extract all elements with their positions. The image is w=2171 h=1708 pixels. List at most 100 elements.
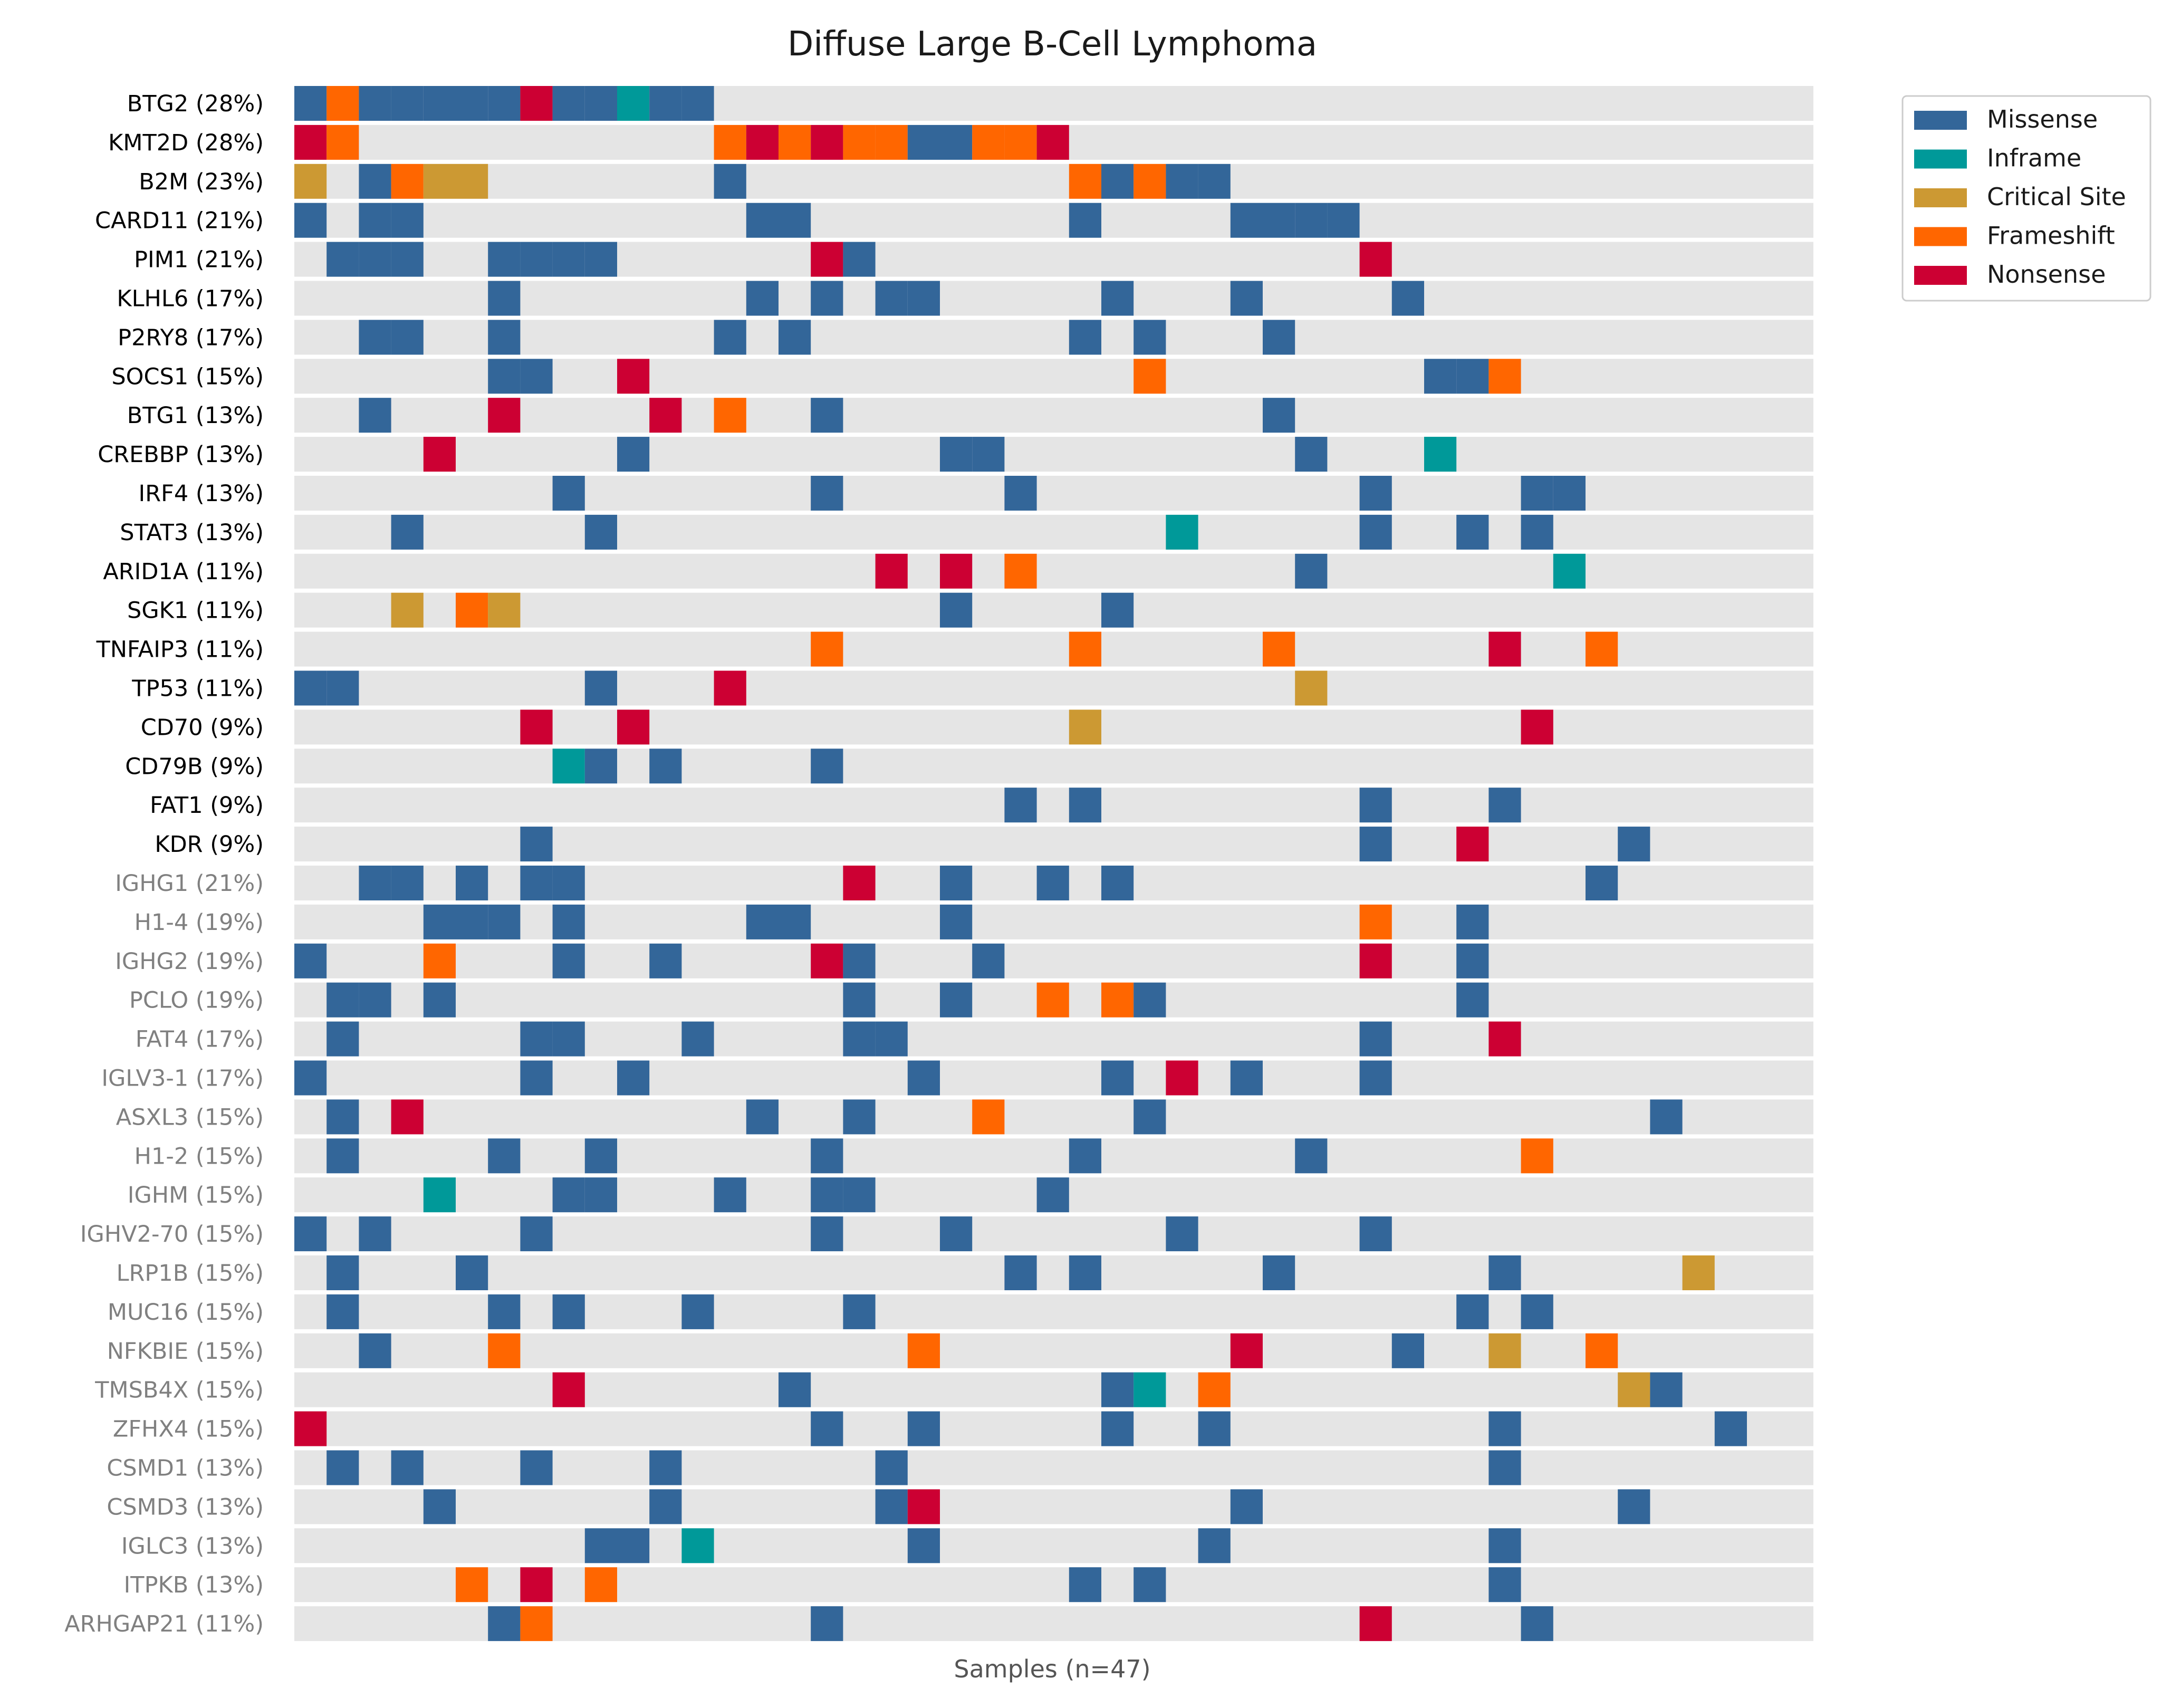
gene-label: CD79B (9%) — [125, 753, 264, 780]
legend-swatch — [1914, 111, 1967, 130]
mutation-cell-frameshift — [520, 1606, 553, 1642]
mutation-cell-missense — [391, 320, 424, 355]
row-background — [294, 1255, 1813, 1290]
mutation-cell-nonsense — [1488, 1021, 1521, 1057]
oncoprint-row — [294, 553, 1813, 589]
mutation-cell-missense — [779, 320, 811, 355]
mutation-cell-missense — [584, 242, 617, 277]
oncoprint-row — [294, 203, 1813, 238]
mutation-cell-missense — [552, 866, 585, 900]
mutation-cell-missense — [1101, 1060, 1134, 1096]
row-background — [294, 164, 1813, 199]
legend-swatch — [1914, 227, 1967, 246]
mutation-cell-frameshift — [972, 124, 1005, 160]
oncoprint-row — [294, 359, 1813, 394]
mutation-cell-missense — [1004, 476, 1037, 511]
mutation-cell-missense — [359, 866, 391, 900]
mutation-cell-missense — [1714, 1411, 1747, 1446]
mutation-cell-missense — [1586, 866, 1618, 900]
mutation-cell-missense — [972, 437, 1005, 472]
gene-label: TNFAIP3 (11%) — [96, 637, 264, 663]
legend-swatch — [1914, 149, 1967, 169]
mutation-cell-inframe — [1424, 437, 1457, 472]
mutation-cell-missense — [456, 86, 488, 121]
mutation-cell-missense — [649, 1489, 682, 1524]
mutation-cell-missense — [1488, 788, 1521, 823]
mutation-cell-frameshift — [1101, 982, 1134, 1018]
gene-label: KLHL6 (17%) — [117, 286, 264, 312]
mutation-cell-missense — [1521, 476, 1553, 511]
mutation-cell-missense — [488, 359, 521, 394]
mutation-cell-missense — [714, 164, 746, 199]
mutation-cell-missense — [779, 203, 811, 238]
oncoprint-rows — [294, 86, 1813, 1642]
mutation-cell-missense — [294, 943, 327, 978]
mutation-cell-missense — [1456, 359, 1489, 394]
mutation-cell-critical-site — [423, 164, 456, 199]
mutation-cell-missense — [1133, 1099, 1166, 1135]
gene-label: IGHM (15%) — [128, 1182, 264, 1208]
mutation-cell-missense — [456, 904, 488, 939]
mutation-cell-missense — [1295, 437, 1328, 472]
legend-swatch — [1914, 266, 1967, 285]
mutation-cell-missense — [1359, 1060, 1392, 1096]
mutation-cell-frameshift — [1586, 1333, 1618, 1368]
oncoprint-row — [294, 827, 1813, 862]
mutation-cell-missense — [940, 904, 973, 939]
mutation-cell-critical-site — [1295, 670, 1328, 706]
mutation-cell-missense — [520, 242, 553, 277]
mutation-cell-missense — [811, 281, 843, 316]
mutation-cell-missense — [1521, 1606, 1553, 1642]
mutation-cell-missense — [488, 1138, 521, 1174]
mutation-cell-critical-site — [1682, 1255, 1715, 1290]
mutation-cell-missense — [456, 1255, 488, 1290]
mutation-cell-inframe — [681, 1528, 714, 1563]
mutation-cell-missense — [520, 866, 553, 900]
gene-label: CD70 (9%) — [141, 714, 264, 741]
oncoprint-row — [294, 476, 1813, 511]
mutation-cell-missense — [746, 203, 779, 238]
mutation-cell-missense — [391, 86, 424, 121]
mutation-cell-missense — [649, 86, 682, 121]
mutation-cell-missense — [875, 1021, 908, 1057]
oncoprint-row — [294, 1528, 1813, 1563]
mutation-cell-missense — [940, 437, 973, 472]
mutation-cell-missense — [359, 164, 391, 199]
legend-label: Missense — [1987, 105, 2098, 133]
mutation-cell-nonsense — [1521, 709, 1553, 745]
mutation-cell-missense — [391, 514, 424, 550]
mutation-cell-missense — [811, 1138, 843, 1174]
oncoprint-row — [294, 1255, 1813, 1290]
mutation-cell-nonsense — [1359, 1606, 1392, 1642]
row-background — [294, 904, 1813, 939]
mutation-cell-missense — [811, 1411, 843, 1446]
mutation-cell-missense — [1295, 203, 1328, 238]
mutation-cell-missense — [843, 1294, 876, 1329]
oncoprint-row — [294, 982, 1813, 1018]
mutation-cell-frameshift — [1036, 982, 1069, 1018]
mutation-cell-nonsense — [1359, 242, 1392, 277]
mutation-cell-missense — [907, 1411, 940, 1446]
mutation-cell-missense — [940, 124, 973, 160]
row-background — [294, 1411, 1813, 1446]
oncoprint-row — [294, 320, 1813, 355]
mutation-cell-missense — [1166, 1216, 1198, 1252]
mutation-cell-missense — [940, 1216, 973, 1252]
mutation-cell-missense — [488, 320, 521, 355]
mutation-cell-missense — [359, 1333, 391, 1368]
mutation-cell-missense — [875, 1489, 908, 1524]
mutation-cell-missense — [552, 242, 585, 277]
gene-label: SOCS1 (15%) — [111, 363, 264, 390]
mutation-cell-missense — [391, 866, 424, 900]
mutation-cell-missense — [359, 398, 391, 433]
mutation-cell-nonsense — [1166, 1060, 1198, 1096]
mutation-cell-missense — [520, 1450, 553, 1485]
mutation-cell-missense — [552, 943, 585, 978]
gene-label: NFKBIE (15%) — [107, 1338, 264, 1365]
mutation-cell-missense — [811, 749, 843, 784]
mutation-cell-missense — [488, 1294, 521, 1329]
mutation-cell-missense — [359, 320, 391, 355]
mutation-cell-critical-site — [488, 592, 521, 628]
mutation-cell-nonsense — [391, 1099, 424, 1135]
